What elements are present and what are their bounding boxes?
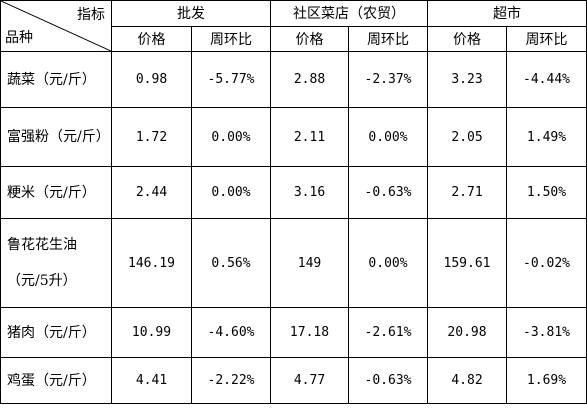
corner-header-cell: 指标 品种 <box>0 0 112 52</box>
table-row: 鲁花花生油 （元/5升） 146.19 0.56% 149 0.00% 159.… <box>0 218 587 308</box>
table-row: 蔬菜（元/斤） 0.98 -5.77% 2.88 -2.37% 3.23 -4.… <box>0 51 587 108</box>
row-label: 猪肉（元/斤） <box>0 307 112 358</box>
table-cell: -0.63% <box>348 357 428 404</box>
table-cell: 1.69% <box>506 357 587 404</box>
price-header: 价格 <box>111 25 192 52</box>
table-cell: 10.99 <box>111 307 192 358</box>
table-cell: -5.77% <box>191 51 271 108</box>
row-label: 蔬菜（元/斤） <box>0 51 112 108</box>
row-label: 富强粉（元/斤） <box>0 107 112 167</box>
indicator-label: 指标 <box>77 7 105 23</box>
price-header: 价格 <box>427 25 507 52</box>
table-cell: 3.23 <box>427 51 507 108</box>
table-cell: -3.81% <box>506 307 587 358</box>
table-cell: -2.61% <box>348 307 428 358</box>
table-cell: 159.61 <box>427 218 507 308</box>
table-cell: 2.11 <box>270 107 349 167</box>
price-header: 价格 <box>270 25 349 52</box>
table-cell: 1.72 <box>111 107 192 167</box>
change-header: 周环比 <box>348 25 428 52</box>
table-cell: 149 <box>270 218 349 308</box>
table-cell: -2.22% <box>191 357 271 404</box>
price-table: 指标 品种 批发 社区菜店（农贸） 超市 价格 周环比 价格 周环比 价格 周环… <box>0 0 587 404</box>
table-cell: 20.98 <box>427 307 507 358</box>
table-cell: 146.19 <box>111 218 192 308</box>
table-row: 富强粉（元/斤） 1.72 0.00% 2.11 0.00% 2.05 1.49… <box>0 107 587 167</box>
row-label-line1: 鲁花花生油 <box>7 237 77 253</box>
row-label: 鲁花花生油 （元/5升） <box>0 218 112 308</box>
table-cell: 4.82 <box>427 357 507 404</box>
table-cell: 3.16 <box>270 166 349 219</box>
table-cell: 0.00% <box>191 107 271 167</box>
table-cell: 1.50% <box>506 166 587 219</box>
table-cell: 0.00% <box>348 218 428 308</box>
table-cell: 4.77 <box>270 357 349 404</box>
row-label: 鸡蛋（元/斤） <box>0 357 112 404</box>
table-row: 猪肉（元/斤） 10.99 -4.60% 17.18 -2.61% 20.98 … <box>0 307 587 358</box>
table-cell: -2.37% <box>348 51 428 108</box>
table-cell: 2.71 <box>427 166 507 219</box>
group-header-community-store: 社区菜店（农贸） <box>270 0 428 27</box>
table-cell: 0.56% <box>191 218 271 308</box>
group-header-wholesale: 批发 <box>111 0 271 27</box>
change-header: 周环比 <box>506 25 587 52</box>
table-cell: 0.00% <box>191 166 271 219</box>
table-cell: 4.41 <box>111 357 192 404</box>
table-cell: 1.49% <box>506 107 587 167</box>
change-header: 周环比 <box>191 25 271 52</box>
table-cell: -4.60% <box>191 307 271 358</box>
table-cell: -4.44% <box>506 51 587 108</box>
table-cell: 0.00% <box>348 107 428 167</box>
table-cell: 2.88 <box>270 51 349 108</box>
row-label-line2: （元/5升） <box>7 273 77 289</box>
table-cell: 2.44 <box>111 166 192 219</box>
table-cell: 2.05 <box>427 107 507 167</box>
table-cell: 0.98 <box>111 51 192 108</box>
table-row: 鸡蛋（元/斤） 4.41 -2.22% 4.77 -0.63% 4.82 1.6… <box>0 357 587 404</box>
table-cell: 17.18 <box>270 307 349 358</box>
variety-label: 品种 <box>5 30 33 46</box>
table-cell: -0.02% <box>506 218 587 308</box>
group-header-supermarket: 超市 <box>427 0 587 27</box>
table-row: 粳米（元/斤） 2.44 0.00% 3.16 -0.63% 2.71 1.50… <box>0 166 587 219</box>
table-cell: -0.63% <box>348 166 428 219</box>
row-label: 粳米（元/斤） <box>0 166 112 219</box>
